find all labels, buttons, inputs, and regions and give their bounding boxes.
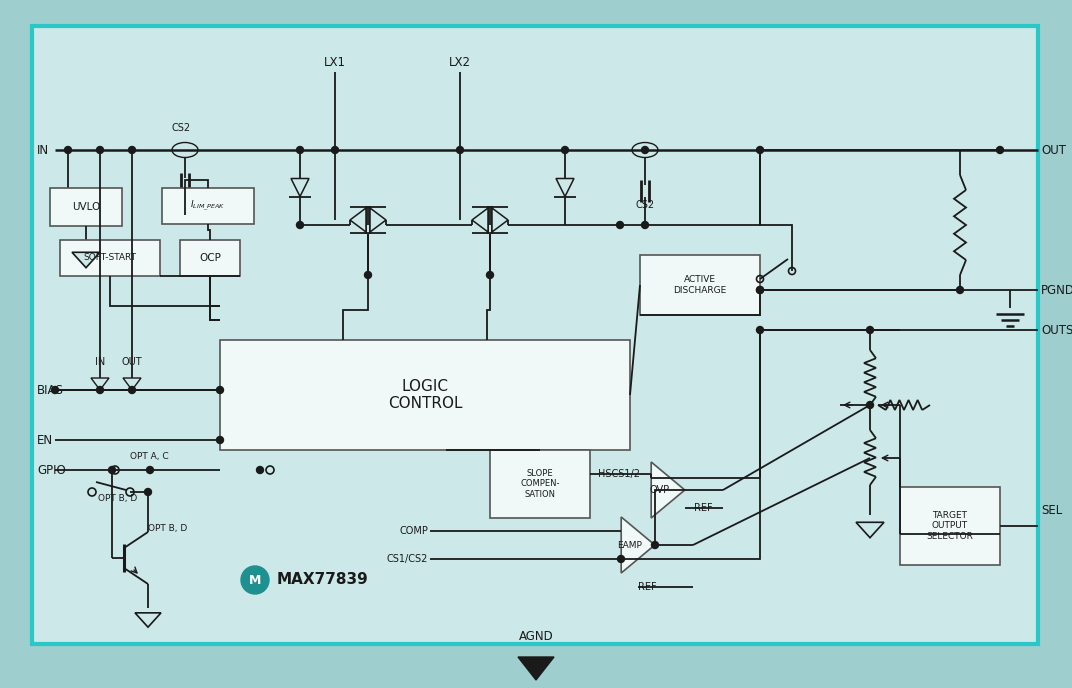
Circle shape <box>757 286 763 294</box>
Circle shape <box>96 387 104 394</box>
Bar <box>162 188 254 224</box>
Circle shape <box>129 147 135 153</box>
Bar <box>900 487 1000 565</box>
Circle shape <box>457 147 463 153</box>
Polygon shape <box>91 378 109 390</box>
Circle shape <box>641 147 649 153</box>
Polygon shape <box>72 252 100 268</box>
Circle shape <box>997 147 1003 153</box>
Text: OCP: OCP <box>199 253 221 263</box>
Text: OUT: OUT <box>122 357 143 367</box>
Circle shape <box>866 402 874 409</box>
Text: M: M <box>249 574 262 586</box>
Polygon shape <box>518 657 554 680</box>
Text: ACTIVE
DISCHARGE: ACTIVE DISCHARGE <box>673 275 727 294</box>
Text: SLOPE
COMPEN-
SATION: SLOPE COMPEN- SATION <box>520 469 560 499</box>
Bar <box>220 340 630 450</box>
Circle shape <box>217 387 223 394</box>
Polygon shape <box>492 208 508 232</box>
Polygon shape <box>123 378 142 390</box>
Text: MAX77839: MAX77839 <box>277 572 369 588</box>
Circle shape <box>617 555 625 563</box>
Text: OPT A, C: OPT A, C <box>130 451 168 460</box>
Text: OUTS: OUTS <box>1041 323 1072 336</box>
Circle shape <box>616 222 624 228</box>
Bar <box>490 450 590 518</box>
Circle shape <box>866 327 874 334</box>
Text: GPIO: GPIO <box>38 464 65 477</box>
Circle shape <box>145 488 151 495</box>
Text: REF: REF <box>638 582 657 592</box>
Text: SEL: SEL <box>1041 504 1062 517</box>
Text: LX2: LX2 <box>449 56 471 69</box>
Text: PGND: PGND <box>1041 283 1072 297</box>
Circle shape <box>562 147 568 153</box>
Circle shape <box>757 286 763 294</box>
Text: SOFT-START: SOFT-START <box>84 253 136 263</box>
Polygon shape <box>651 462 685 518</box>
Circle shape <box>108 466 116 473</box>
Circle shape <box>487 272 493 279</box>
Text: EN: EN <box>38 433 54 447</box>
Polygon shape <box>349 208 366 232</box>
Circle shape <box>297 147 303 153</box>
Text: IN: IN <box>95 357 105 367</box>
Text: TARGET
OUTPUT
SELECTOR: TARGET OUTPUT SELECTOR <box>926 511 973 541</box>
Text: LOGIC
CONTROL: LOGIC CONTROL <box>388 379 462 411</box>
Text: CS2: CS2 <box>636 200 655 210</box>
Bar <box>640 255 760 315</box>
Circle shape <box>331 147 339 153</box>
Bar <box>32 26 1038 644</box>
Polygon shape <box>291 178 309 197</box>
Text: LX1: LX1 <box>324 56 346 69</box>
Text: OPT B, D: OPT B, D <box>148 524 188 533</box>
Polygon shape <box>857 522 884 538</box>
Text: BIAS: BIAS <box>38 383 64 396</box>
Text: EAMP: EAMP <box>617 541 642 550</box>
Text: OVP: OVP <box>650 485 670 495</box>
Text: REF: REF <box>694 503 713 513</box>
Circle shape <box>256 466 264 473</box>
Bar <box>180 240 240 276</box>
Circle shape <box>652 541 658 548</box>
Circle shape <box>757 147 763 153</box>
Polygon shape <box>556 178 574 197</box>
Circle shape <box>96 147 104 153</box>
Text: CS2: CS2 <box>172 123 191 133</box>
Polygon shape <box>370 208 386 232</box>
Text: OPT B, D: OPT B, D <box>98 493 137 502</box>
Bar <box>60 240 160 276</box>
Circle shape <box>217 436 223 444</box>
Circle shape <box>51 387 59 394</box>
Polygon shape <box>135 613 161 627</box>
Circle shape <box>297 222 303 228</box>
Circle shape <box>64 147 72 153</box>
Text: AGND: AGND <box>519 630 553 643</box>
Text: IN: IN <box>38 144 49 156</box>
Polygon shape <box>621 517 655 573</box>
Text: CS1/CS2: CS1/CS2 <box>387 554 428 564</box>
Text: HSCS1/2: HSCS1/2 <box>598 469 640 479</box>
Polygon shape <box>472 208 488 232</box>
Circle shape <box>129 387 135 394</box>
Circle shape <box>364 272 372 279</box>
Text: UVLO: UVLO <box>72 202 100 212</box>
Circle shape <box>241 566 269 594</box>
Text: OUT: OUT <box>1041 144 1066 156</box>
Bar <box>50 188 122 226</box>
Circle shape <box>641 222 649 228</box>
Text: COMP: COMP <box>399 526 428 536</box>
Circle shape <box>956 286 964 294</box>
Circle shape <box>147 466 153 473</box>
Text: $I_{LIM\_PEAK}$: $I_{LIM\_PEAK}$ <box>191 199 225 213</box>
Circle shape <box>757 327 763 334</box>
